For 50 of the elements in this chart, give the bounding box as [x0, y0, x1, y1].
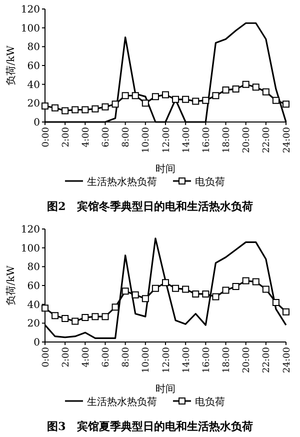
x-tick-label: 0:00: [41, 346, 52, 368]
y-tick-label: 40: [27, 300, 40, 311]
x-tick-label: 12:00: [162, 346, 172, 373]
x-tick-label: 22:00: [262, 126, 272, 153]
x-tick-label: 24:00: [282, 126, 292, 153]
x-axis-title: 时间: [156, 383, 176, 395]
legend-label: 生活热水热负荷: [87, 176, 157, 188]
x-tick-label: 14:00: [182, 126, 192, 153]
x-tick-label: 12:00: [162, 126, 172, 153]
text: 图3 宾馆夏季典型日的电和生活热水负荷: [47, 420, 253, 433]
x-tick-label: 10:00: [142, 346, 152, 373]
x-tick-label: 6:00: [102, 346, 112, 368]
x-tick-label: 14:00: [182, 346, 192, 373]
y-tick-label: 100: [20, 243, 40, 254]
legend-label: 电负荷: [195, 396, 225, 408]
y-tick-label: 40: [27, 80, 40, 91]
x-tick-label: 16:00: [202, 346, 212, 373]
x-axis-title: 时间: [156, 163, 176, 175]
legend-label: 电负荷: [195, 176, 225, 188]
x-tick-label: 24:00: [282, 346, 292, 373]
y-tick-label: 120: [20, 4, 40, 16]
y-tick-label: 60: [27, 281, 40, 292]
x-tick-label: 10:00: [142, 126, 152, 153]
x-tick-label: 6:00: [102, 126, 112, 148]
y-axis-title: 负荷/kW: [5, 264, 17, 306]
y-tick-label: 80: [27, 42, 40, 54]
x-tick-label: 18:00: [222, 126, 232, 153]
y-tick-label: 0: [34, 338, 40, 348]
x-tick-label: 8:00: [122, 126, 132, 148]
y-tick-label: 20: [27, 318, 40, 330]
x-tick-label: 2:00: [61, 126, 72, 148]
x-tick-label: 20:00: [242, 346, 252, 373]
y-tick-label: 100: [20, 23, 40, 34]
y-tick-label: 80: [27, 262, 40, 274]
x-tick-label: 16:00: [202, 126, 212, 153]
y-tick-label: 120: [20, 224, 40, 236]
x-tick-label: 18:00: [222, 346, 232, 373]
y-tick-label: 0: [34, 118, 40, 128]
x-tick-label: 4:00: [81, 126, 92, 148]
x-tick-label: 8:00: [122, 346, 132, 368]
text: 图2 宾馆冬季典型日的电和生活热水负荷: [47, 200, 253, 213]
x-tick-label: 22:00: [262, 346, 272, 373]
x-tick-label: 2:00: [61, 346, 72, 368]
x-tick-label: 20:00: [242, 126, 252, 153]
legend-label: 生活热水热负荷: [87, 396, 157, 408]
y-tick-label: 20: [27, 98, 40, 110]
y-tick-label: 60: [27, 61, 40, 72]
x-tick-label: 0:00: [41, 126, 52, 148]
y-axis-title: 负荷/kW: [5, 44, 17, 86]
x-tick-label: 4:00: [81, 346, 92, 368]
